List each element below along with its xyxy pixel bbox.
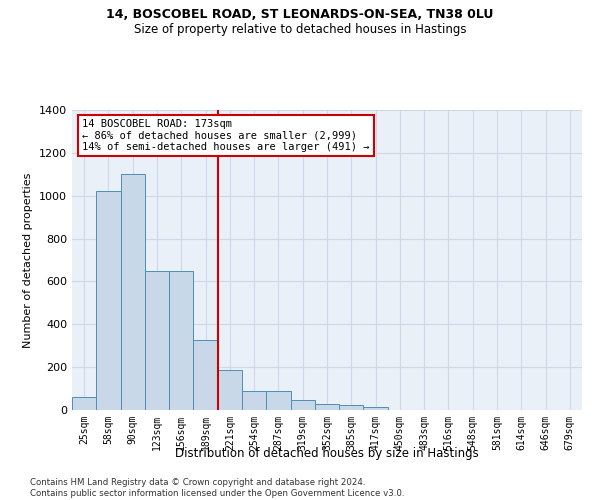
Bar [339, 404, 364, 410]
Text: Size of property relative to detached houses in Hastings: Size of property relative to detached ho… [134, 22, 466, 36]
Text: Distribution of detached houses by size in Hastings: Distribution of detached houses by size … [175, 448, 479, 460]
Text: 14 BOSCOBEL ROAD: 173sqm
← 86% of detached houses are smaller (2,999)
14% of sem: 14 BOSCOBEL ROAD: 173sqm ← 86% of detach… [82, 119, 370, 152]
Bar [121, 174, 145, 410]
Bar [193, 340, 218, 410]
Bar [72, 396, 96, 410]
Text: Contains HM Land Registry data © Crown copyright and database right 2024.
Contai: Contains HM Land Registry data © Crown c… [30, 478, 404, 498]
Text: 14, BOSCOBEL ROAD, ST LEONARDS-ON-SEA, TN38 0LU: 14, BOSCOBEL ROAD, ST LEONARDS-ON-SEA, T… [106, 8, 494, 20]
Bar [266, 390, 290, 410]
Bar [145, 270, 169, 410]
Bar [169, 270, 193, 410]
Bar [364, 407, 388, 410]
Bar [290, 400, 315, 410]
Bar [315, 404, 339, 410]
Y-axis label: Number of detached properties: Number of detached properties [23, 172, 34, 348]
Bar [218, 370, 242, 410]
Bar [96, 192, 121, 410]
Bar [242, 390, 266, 410]
